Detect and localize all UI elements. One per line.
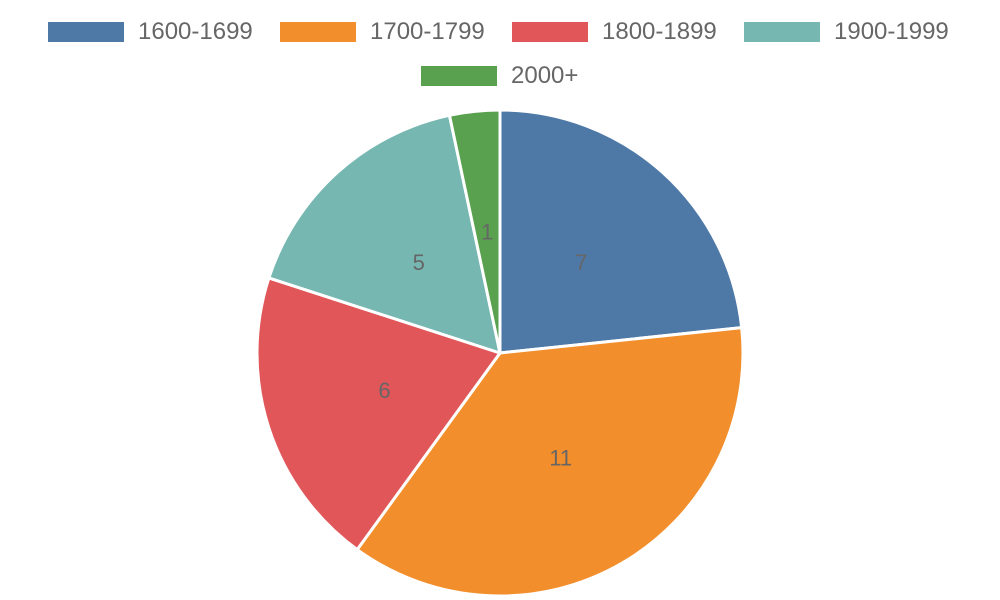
legend-item-1600-1699[interactable]: 1600-1699 [48, 20, 253, 44]
legend-label: 1900-1999 [834, 18, 949, 45]
pie-data-labels: 7 11 6 5 1 [378, 220, 587, 471]
pie-slice-1900-1999[interactable] [267, 113, 502, 355]
slice-value-label: 7 [575, 250, 587, 275]
slice-value-label: 1 [481, 220, 493, 245]
legend-swatch [280, 22, 356, 42]
legend-swatch [48, 22, 124, 42]
legend-swatch [421, 66, 497, 86]
pie-slices [255, 108, 745, 598]
pie-slice-1700-1799[interactable] [355, 326, 745, 598]
legend-swatch [512, 22, 588, 42]
legend-label: 1700-1799 [370, 18, 485, 45]
legend-item-1900-1999[interactable]: 1900-1999 [744, 20, 949, 44]
legend-item-2000-plus[interactable]: 2000+ [421, 64, 578, 88]
legend-item-1800-1899[interactable]: 1800-1899 [512, 20, 717, 44]
pie-slice-1800-1899[interactable] [255, 276, 502, 552]
legend-item-1700-1799[interactable]: 1700-1799 [280, 20, 485, 44]
slice-value-label: 6 [378, 378, 390, 403]
pie-slice-1600-1699[interactable] [498, 108, 744, 355]
legend-label: 1600-1699 [138, 18, 253, 45]
legend-label: 2000+ [511, 62, 579, 89]
chart-legend: 1600-1699 1700-1799 1800-1899 1900-1999 … [0, 0, 1000, 100]
slice-value-label: 5 [413, 250, 425, 275]
legend-label: 1800-1899 [602, 18, 717, 45]
legend-swatch [744, 22, 820, 42]
pie-slice-2000-plus[interactable] [447, 108, 502, 355]
slice-value-label: 11 [549, 446, 572, 471]
